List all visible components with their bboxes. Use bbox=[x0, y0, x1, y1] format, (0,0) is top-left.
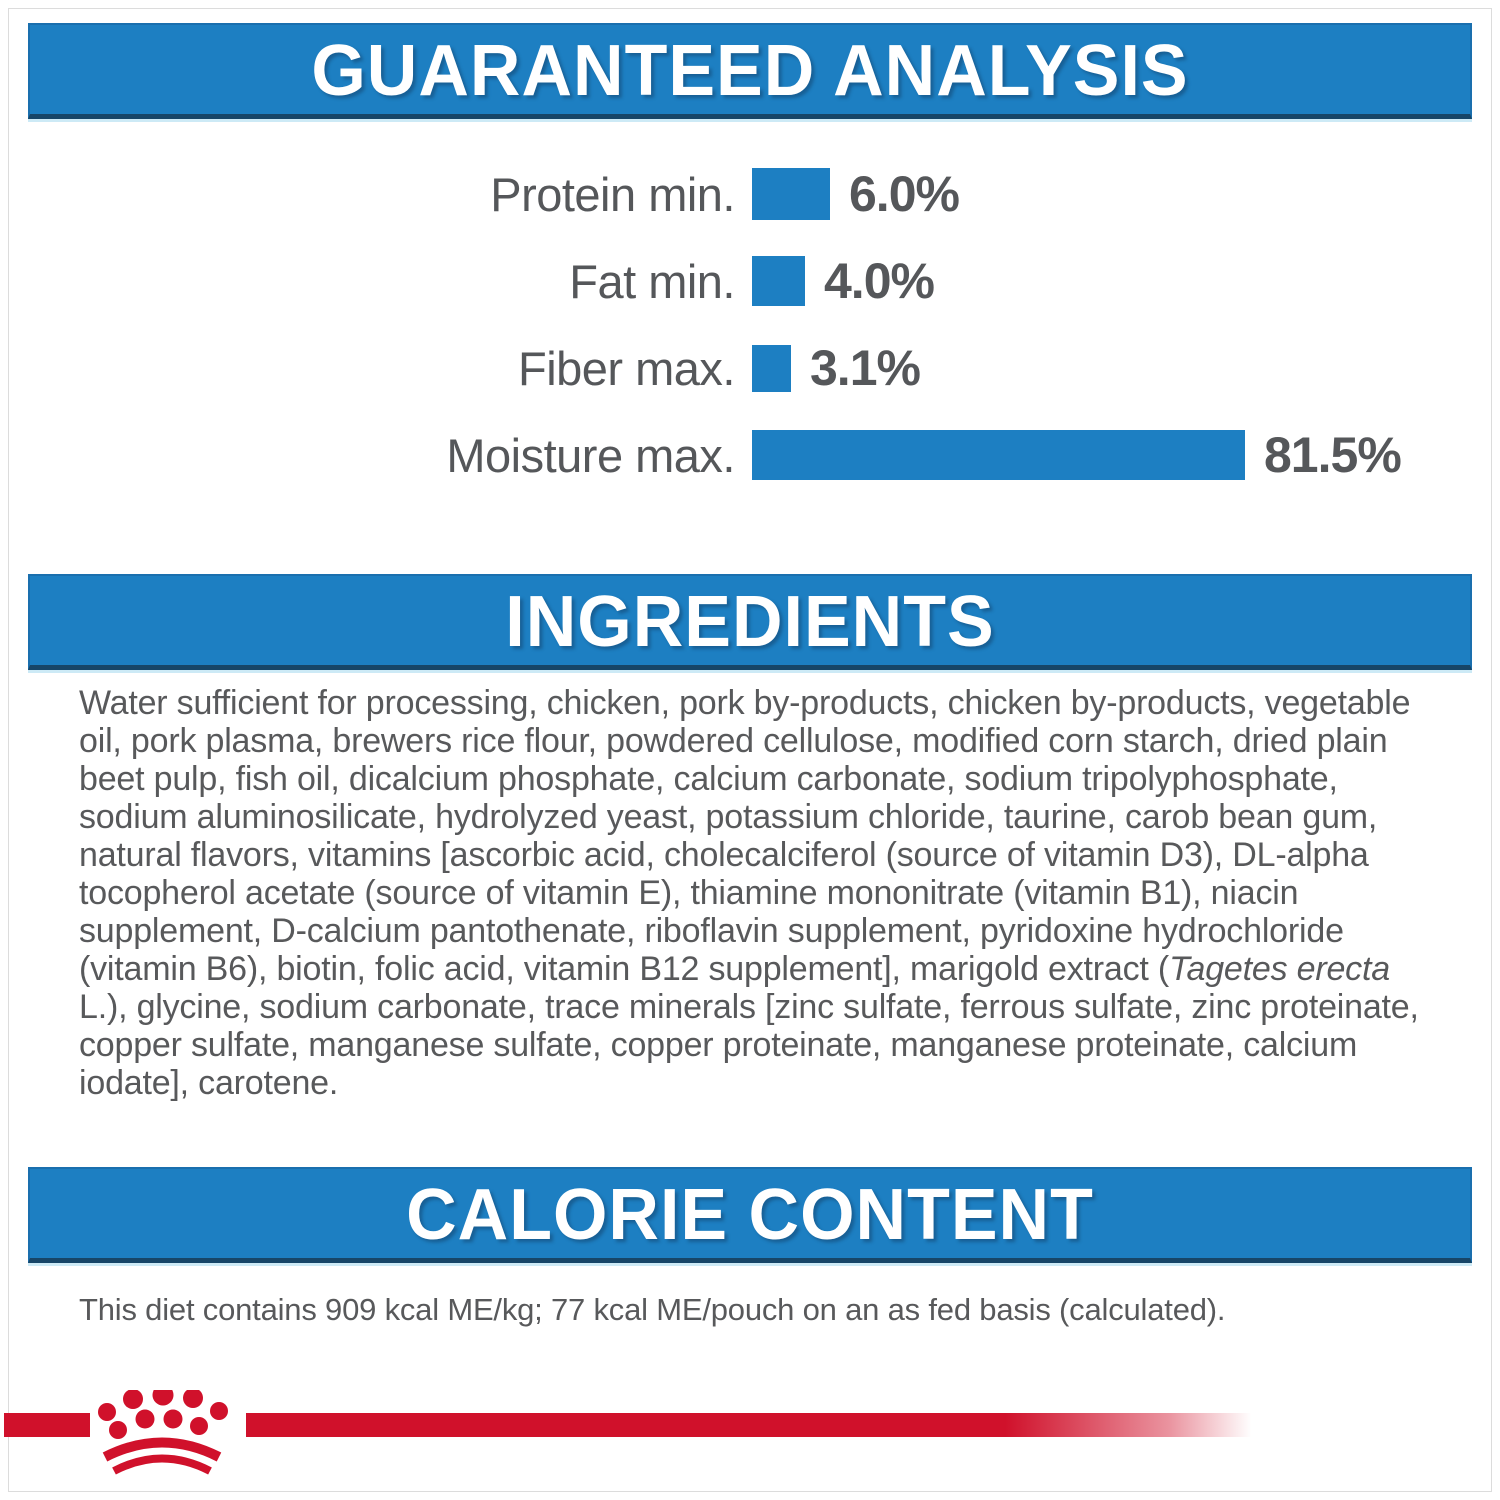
chart-bar bbox=[752, 430, 1245, 480]
chart-category-label: Fiber max. bbox=[518, 341, 736, 395]
guaranteed-analysis-title: GUARANTEED ANALYSIS bbox=[311, 28, 1189, 111]
chart-value-label: 4.0% bbox=[824, 253, 935, 309]
chart-row: Fat min. 4.0% bbox=[40, 253, 1460, 309]
chart-value-label: 3.1% bbox=[810, 340, 921, 396]
chart-category-label: Moisture max. bbox=[446, 428, 735, 482]
ingredient-segment: L.), glycine, sodium carbonate, trace mi… bbox=[79, 988, 1419, 1102]
ingredients-title: INGREDIENTS bbox=[505, 579, 995, 662]
chart-row: Protein min. 6.0% bbox=[40, 166, 1460, 222]
chart-bar bbox=[752, 256, 805, 306]
ingredients-text: Water sufficient for processing, chicken… bbox=[79, 684, 1441, 1102]
ingredients-banner: INGREDIENTS bbox=[28, 574, 1472, 670]
chart-value-label: 6.0% bbox=[849, 166, 960, 222]
chart-category-label: Protein min. bbox=[490, 167, 735, 221]
calorie-content-banner: CALORIE CONTENT bbox=[28, 1167, 1472, 1263]
guaranteed-analysis-chart: Protein min. 6.0% Fat min. 4.0% Fiber max. 3.… bbox=[40, 166, 1460, 514]
guaranteed-analysis-banner: GUARANTEED ANALYSIS bbox=[28, 23, 1472, 119]
calorie-content-text: This diet contains 909 kcal ME/kg; 77 kc… bbox=[79, 1292, 1226, 1327]
chart-bar bbox=[752, 168, 830, 220]
chart-value-label: 81.5% bbox=[1264, 427, 1402, 483]
ingredient-latin-name: Tagetes erecta bbox=[1169, 950, 1390, 988]
brand-red-band-right bbox=[246, 1413, 1272, 1437]
chart-bar bbox=[752, 344, 791, 392]
chart-row: Moisture max. 81.5% bbox=[40, 427, 1460, 483]
calorie-content-title: CALORIE CONTENT bbox=[406, 1172, 1094, 1255]
chart-category-label: Fat min. bbox=[569, 254, 735, 308]
ingredient-segment: Water sufficient for processing, chicken… bbox=[79, 684, 1411, 988]
royal-canin-crown-icon bbox=[98, 1390, 228, 1475]
brand-red-band-left bbox=[4, 1413, 90, 1437]
chart-row: Fiber max. 3.1% bbox=[40, 340, 1460, 396]
